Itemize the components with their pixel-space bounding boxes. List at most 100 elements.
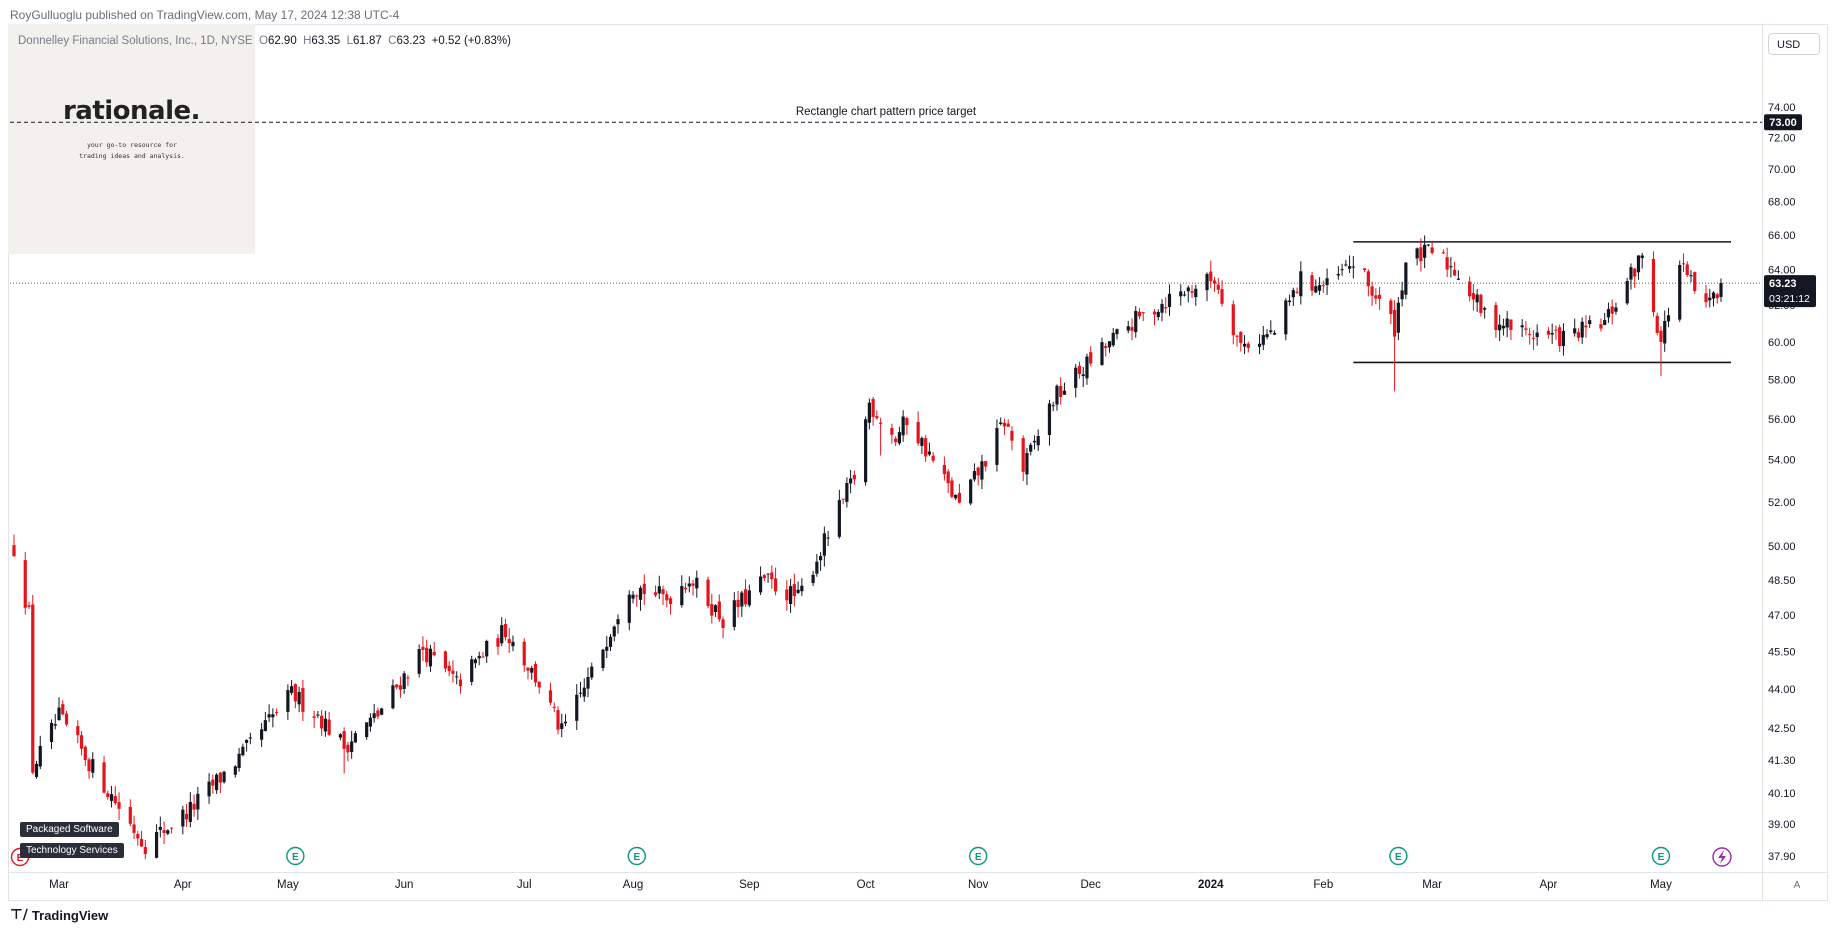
earnings-letter: E <box>1395 852 1402 863</box>
currency-button[interactable]: USD <box>1768 33 1820 55</box>
candle-body <box>743 589 748 605</box>
candle-body <box>1468 281 1472 297</box>
candle-body <box>530 668 534 673</box>
candle-body <box>327 719 331 735</box>
candle-body <box>713 605 718 612</box>
candle-body <box>154 832 159 858</box>
candle-body <box>1287 300 1292 303</box>
time-axis-divider <box>8 872 1828 873</box>
candle-body <box>1152 311 1157 315</box>
candle-body <box>710 604 714 616</box>
candle-body <box>642 583 646 595</box>
candle-body <box>1295 291 1299 293</box>
candle-body <box>1625 281 1629 304</box>
candle-body <box>391 685 395 709</box>
candle-body <box>188 801 192 822</box>
candle-body <box>1531 337 1536 339</box>
earnings-letter: E <box>633 852 640 863</box>
candle-body <box>1239 331 1243 344</box>
x-tick-label: Nov <box>968 879 989 891</box>
candle-body <box>1584 325 1588 328</box>
candle-body <box>380 708 384 715</box>
candle-body <box>1115 329 1119 335</box>
y-tick-label: 64.00 <box>1768 265 1796 277</box>
candle-body <box>496 638 500 647</box>
candle-body <box>740 592 744 607</box>
candle-body <box>526 667 530 671</box>
publish-info: RoyGulluoglu published on TradingView.co… <box>10 8 400 22</box>
candle-body <box>181 809 185 827</box>
x-tick-label: Jul <box>517 879 532 891</box>
earnings-marker-icon[interactable]: E <box>286 846 305 866</box>
candle-body <box>638 587 643 600</box>
high-value: 63.35 <box>311 35 341 47</box>
candle-body <box>320 715 324 729</box>
candle-body <box>1059 385 1063 397</box>
candle-body <box>1182 294 1187 296</box>
last-price-bg <box>1764 275 1816 308</box>
earnings-circle <box>968 846 988 866</box>
candle-body <box>1636 255 1641 273</box>
candle-body <box>443 651 448 669</box>
candle-body <box>897 432 901 444</box>
earnings-marker-icon[interactable]: E <box>627 846 646 866</box>
y-tick-label: 58.00 <box>1768 375 1796 387</box>
candle-body <box>612 626 616 637</box>
earnings-marker-icon[interactable]: E <box>968 846 988 866</box>
candle-body <box>102 762 106 793</box>
candle-body <box>533 663 538 683</box>
candle-body <box>1186 287 1190 292</box>
candle-body <box>139 838 144 847</box>
candle-body <box>792 584 796 597</box>
candle-body <box>447 665 451 672</box>
candles-group <box>12 235 1723 860</box>
candle-body <box>995 428 999 465</box>
candle-body <box>1062 390 1067 395</box>
candle-body <box>980 461 984 480</box>
candle-body <box>1558 327 1562 347</box>
symbol-legend: Donnelley Financial Solutions, Inc., 1D,… <box>18 35 511 47</box>
candle-body <box>61 704 65 715</box>
candle-body <box>1261 334 1265 345</box>
candle-body <box>1524 328 1528 330</box>
candle-body <box>87 759 91 772</box>
lightning-alert-icon[interactable] <box>1712 847 1732 867</box>
candle-body <box>132 824 136 833</box>
candle-body <box>1599 324 1603 329</box>
auto-scale-button[interactable]: A <box>1793 880 1801 891</box>
candle-body <box>905 417 909 426</box>
candle-body <box>297 692 301 705</box>
candle-body <box>1242 343 1247 347</box>
candle-body <box>507 639 511 644</box>
candle-body <box>999 422 1003 425</box>
candle-body <box>931 455 935 461</box>
candle-body <box>920 437 924 446</box>
candle-body <box>661 589 665 595</box>
candle-body <box>79 735 84 749</box>
candle-body <box>1505 318 1509 328</box>
sector-tag-sector[interactable]: Technology Services <box>20 843 124 858</box>
chart-frame <box>8 24 1828 901</box>
candle-body <box>890 427 894 435</box>
earnings-marker-icon[interactable]: E <box>1389 846 1408 866</box>
candle-body <box>1441 252 1445 254</box>
y-tick-label: 42.50 <box>1768 723 1796 735</box>
earnings-marker-icon[interactable]: E <box>1651 846 1671 866</box>
candle-body <box>1423 244 1427 258</box>
candle-body <box>1321 285 1325 287</box>
tradingview-logo[interactable]: ⊤∕ TradingView <box>10 907 108 923</box>
candle-body <box>946 471 950 484</box>
tradingview-brand: TradingView <box>31 907 109 923</box>
candle-body <box>481 656 485 658</box>
candle-body <box>1479 294 1483 313</box>
candle-body <box>608 636 613 647</box>
x-tick-label: May <box>1650 879 1672 891</box>
candle-body <box>852 474 856 480</box>
candle-body <box>901 416 905 436</box>
candle-body <box>117 802 121 809</box>
candle-body <box>1085 356 1089 379</box>
sector-tag-industry[interactable]: Packaged Software <box>20 822 119 837</box>
candle-body <box>1501 325 1506 329</box>
candle-body <box>23 560 27 608</box>
